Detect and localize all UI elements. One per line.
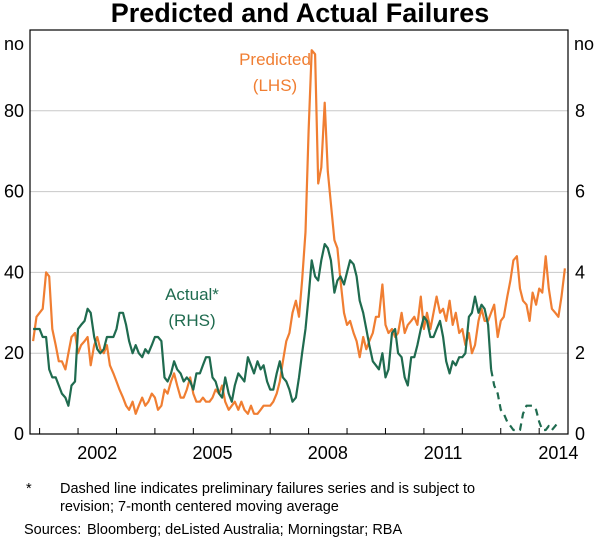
gridlines — [30, 110, 568, 354]
right-tick-label-8: 8 — [575, 101, 585, 121]
left-tick-label-20: 20 — [4, 343, 24, 363]
plot-frame — [29, 29, 569, 435]
x-tick-label-2002: 2002 — [77, 443, 117, 463]
right-tick-label-0: 0 — [575, 424, 585, 444]
right-tick-label-6: 6 — [575, 182, 585, 202]
ticks: 0 20 40 60 80 0 2 4 6 8 2002 2005 2008 2011 2014 — [4, 101, 585, 463]
actual-axis-label: (RHS) — [168, 311, 215, 330]
x-tick-label-2011: 2011 — [424, 443, 463, 463]
footnote-line-2: revision; 7-month centered moving averag… — [60, 499, 339, 515]
series-layer — [32, 49, 566, 432]
actual-preliminary-dashed-line — [490, 369, 560, 432]
left-axis-unit: no — [4, 34, 24, 54]
left-tick-label-60: 60 — [4, 182, 24, 202]
footnote-marker: * — [26, 481, 32, 497]
predicted-label: Predicted — [239, 50, 311, 69]
sources-text: Bloomberg; deListed Australia; Morningst… — [87, 522, 403, 538]
left-tick-label-40: 40 — [4, 262, 24, 282]
left-tick-label-0: 0 — [14, 424, 24, 444]
predicted-series-line — [32, 49, 566, 415]
x-tick-label-2008: 2008 — [308, 443, 348, 463]
actual-series-line — [33, 243, 493, 407]
chart-title: Predicted and Actual Failures — [111, 0, 490, 28]
actual-label: Actual* — [165, 285, 219, 304]
right-axis-unit: no — [574, 34, 594, 54]
left-tick-label-80: 80 — [4, 101, 24, 121]
footnote-line-1: Dashed line indicates preliminary failur… — [60, 481, 476, 497]
predicted-axis-label: (LHS) — [253, 76, 297, 95]
x-tick-label-2005: 2005 — [193, 443, 233, 463]
x-tick-label-2014: 2014 — [538, 443, 578, 463]
right-tick-label-4: 4 — [575, 262, 585, 282]
labels: no no Predicted (LHS) Actual* (RHS) — [4, 34, 594, 330]
sources-label: Sources: — [24, 522, 82, 538]
right-tick-label-2: 2 — [575, 343, 585, 363]
